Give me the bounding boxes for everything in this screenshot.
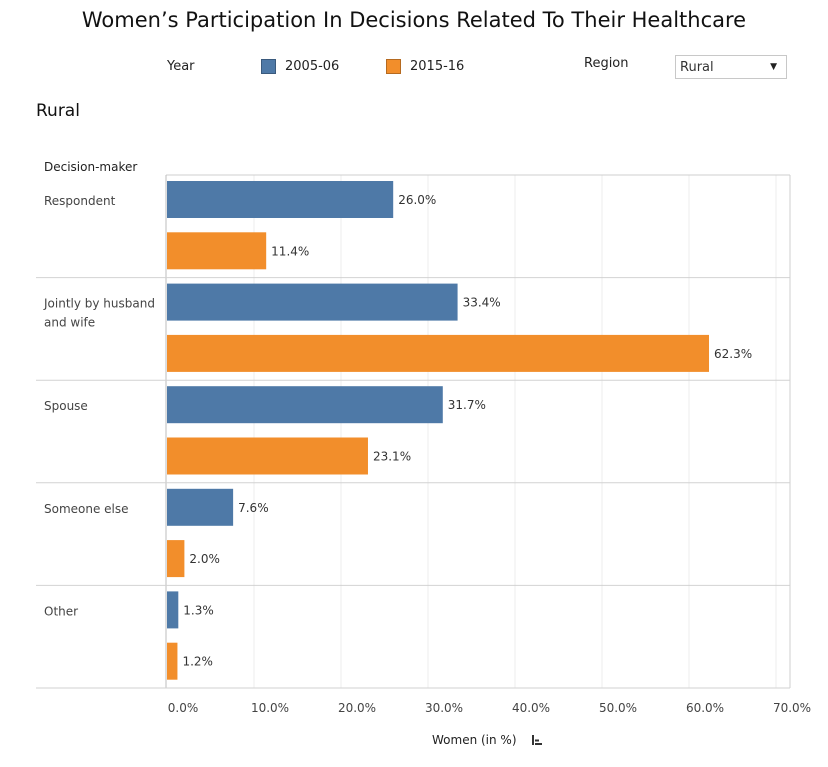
bar <box>167 283 458 321</box>
bar <box>167 488 234 526</box>
data-label: 1.2% <box>182 655 213 669</box>
legend-swatch-2015-16[interactable] <box>386 59 401 74</box>
data-label: 1.3% <box>183 603 214 617</box>
x-tick-label: 40.0% <box>512 701 550 715</box>
data-label: 31.7% <box>448 398 486 412</box>
category-label: Someone else <box>44 502 129 516</box>
sort-icon[interactable] <box>531 734 543 746</box>
x-tick-label: 0.0% <box>168 701 199 715</box>
chart-title: Women’s Participation In Decisions Relat… <box>81 8 747 32</box>
data-label: 23.1% <box>373 450 411 464</box>
x-axis-title: Women (in %) <box>432 733 517 747</box>
data-label: 62.3% <box>714 347 752 361</box>
bar <box>167 540 185 578</box>
category-label: Other <box>44 604 78 618</box>
category-label: Jointly by husband <box>43 297 155 311</box>
bar <box>167 232 267 270</box>
bar <box>167 642 178 680</box>
data-label: 33.4% <box>463 296 501 310</box>
bar <box>167 334 710 372</box>
category-label: Respondent <box>44 194 116 208</box>
data-label: 2.0% <box>189 552 220 566</box>
legend-item-2015-16[interactable]: 2015-16 <box>410 59 465 74</box>
region-dropdown-value: Rural <box>680 60 714 75</box>
legend-item-2005-06[interactable]: 2005-06 <box>285 59 340 74</box>
x-tick-label: 50.0% <box>599 701 637 715</box>
region-dropdown[interactable]: Rural ▼ <box>675 55 787 79</box>
category-label: Spouse <box>44 399 88 413</box>
bar <box>167 386 443 424</box>
legend-year-label: Year <box>167 59 195 74</box>
data-label: 11.4% <box>271 244 309 258</box>
bar <box>167 591 179 629</box>
x-tick-label: 30.0% <box>425 701 463 715</box>
x-tick-label: 20.0% <box>338 701 376 715</box>
bar <box>167 437 368 475</box>
data-label: 26.0% <box>398 193 436 207</box>
legend-swatch-2005-06[interactable] <box>261 59 276 74</box>
region-filter-label: Region <box>584 56 629 71</box>
chevron-down-icon[interactable]: ▼ <box>770 62 777 72</box>
bar <box>167 181 394 218</box>
x-tick-label: 60.0% <box>686 701 724 715</box>
x-tick-label: 70.0% <box>773 701 811 715</box>
chart-subtitle: Rural <box>36 101 80 121</box>
x-tick-label: 10.0% <box>251 701 289 715</box>
category-axis-title: Decision-maker <box>44 160 138 174</box>
category-label: and wife <box>44 316 95 330</box>
data-label: 7.6% <box>238 501 269 515</box>
